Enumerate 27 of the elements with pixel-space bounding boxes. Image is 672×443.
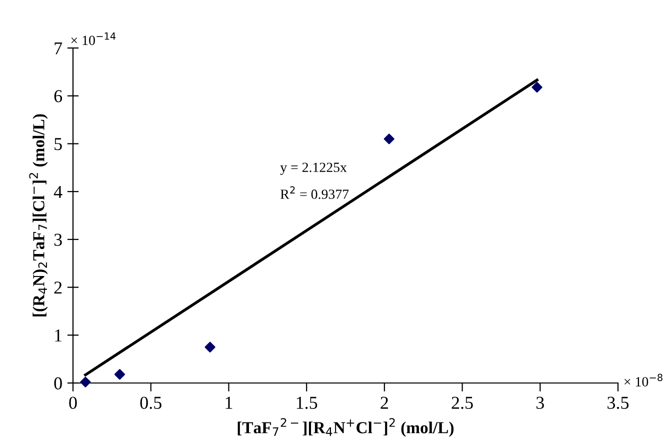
y-tick-label: 5 [54,138,62,150]
y-tick-label: 1 [55,329,62,342]
y-tick-label: 3 [54,234,62,246]
x-tick-label: 0 [69,396,77,409]
y-tick-label: 7 [54,42,62,54]
y-tick-label: 6 [54,90,62,102]
annotation: R$^{2}$ = 0.9377 [280,186,349,199]
point [384,134,394,144]
y-tick-label: 4 [54,186,62,198]
x-tick-label: 0.5 [140,396,162,409]
y-tick-label: 0 [54,377,62,390]
text: × 10$^{−14}$ [71,32,116,46]
text: [TaF$_{7}$$^{2−}$][R$_{4}$N$^{+}$Cl$^{−}$]$^{2}$ (mol/L) [238,418,454,437]
x-tick-label: 3 [536,396,544,409]
text: × 10$^{−8}$ [624,374,662,386]
x-tick-label: 3.5 [608,396,629,409]
x-tick-label: 1 [226,396,232,409]
y-tick-label: 2 [54,282,62,294]
x-tick-label: 2 [380,396,388,409]
x-tick-label: 2.5 [452,396,473,409]
point [532,82,542,93]
x-tick-label: 1.5 [296,396,318,409]
annotation: y = 2.1225x [280,162,347,175]
text: [(R$_{4}$N)$_{2}$TaF$_{7}$][Cl$^{−}$]$^{2}$ (mol/L) [29,114,48,316]
point [80,376,91,388]
point [204,342,216,352]
point [114,369,126,380]
